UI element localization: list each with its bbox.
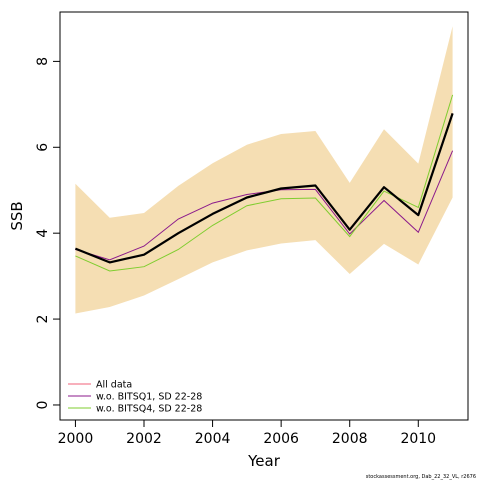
y-axis: 0 2 4 6 8 bbox=[35, 57, 60, 410]
y-tick-label: 0 bbox=[35, 401, 51, 410]
plot-frame bbox=[59, 11, 469, 421]
y-tick-label: 4 bbox=[35, 229, 51, 238]
x-tick-label: 2006 bbox=[263, 431, 299, 447]
y-tick-label: 6 bbox=[35, 143, 51, 152]
series-line-3 bbox=[75, 94, 454, 272]
y-axis-title: SSB bbox=[8, 201, 26, 230]
footnote: stockassessment.org, Dab_22_32_VL, r2676 bbox=[366, 474, 476, 480]
main-line-layer bbox=[74, 113, 454, 264]
x-tick-label: 2000 bbox=[58, 431, 94, 447]
legend-entry: w.o. BITSQ4, SD 22-28 bbox=[96, 404, 202, 415]
x-tick-label: 2002 bbox=[126, 431, 162, 447]
y-tick-label: 2 bbox=[35, 315, 51, 324]
x-axis: 2000 2002 2004 2006 2008 2010 bbox=[58, 420, 436, 447]
legend-entry: w.o. BITSQ1, SD 22-28 bbox=[96, 392, 202, 403]
legend-entry: All data bbox=[96, 380, 132, 391]
main-ssb-line bbox=[74, 113, 454, 264]
confidence-band-layer bbox=[75, 26, 453, 314]
x-tick-label: 2008 bbox=[332, 431, 368, 447]
y-tick-label: 8 bbox=[35, 57, 51, 66]
x-axis-title: Year bbox=[247, 452, 281, 470]
confidence-band bbox=[75, 26, 453, 314]
x-tick-label: 2004 bbox=[195, 431, 231, 447]
x-tick-label: 2010 bbox=[400, 431, 436, 447]
